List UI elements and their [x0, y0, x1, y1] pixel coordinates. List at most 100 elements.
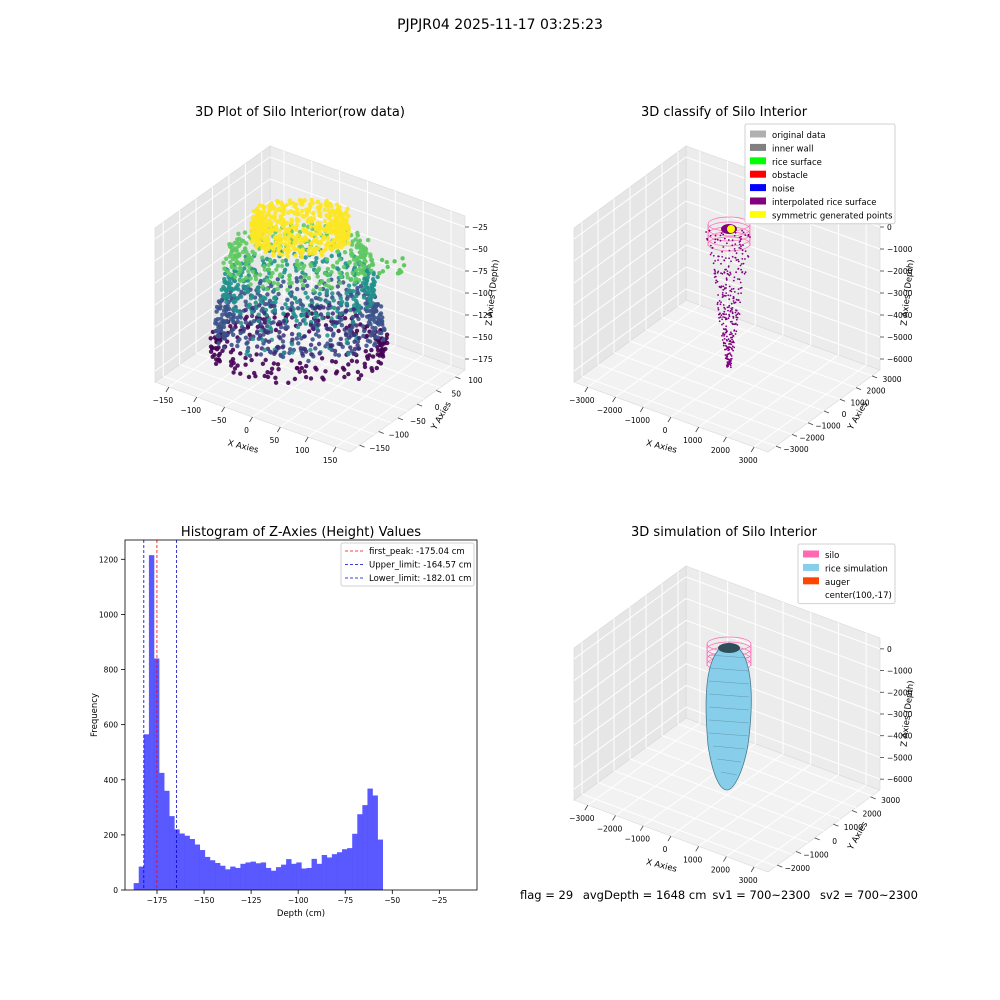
- data-point: [234, 259, 239, 264]
- data-point: [344, 296, 350, 301]
- x-tick: [667, 835, 672, 842]
- data-point: [728, 298, 731, 301]
- data-point: [264, 228, 270, 234]
- data-point: [350, 324, 355, 330]
- data-point: [233, 247, 238, 252]
- data-point: [247, 332, 252, 337]
- data-point: [290, 337, 295, 342]
- x-tick-label: −100: [180, 406, 201, 415]
- data-point: [235, 319, 240, 324]
- legend-label: symmetric generated points: [772, 211, 893, 221]
- data-point: [372, 319, 377, 324]
- data-point: [385, 340, 390, 346]
- data-point: [335, 284, 341, 289]
- data-point: [731, 320, 733, 323]
- data-point: [740, 238, 742, 241]
- data-point: [378, 341, 384, 346]
- z-tick-label: −4000: [887, 732, 913, 741]
- data-point: [313, 346, 318, 351]
- data-point: [308, 322, 314, 328]
- data-point: [300, 213, 305, 219]
- data-point: [384, 260, 389, 265]
- data-point: [296, 266, 302, 271]
- data-point: [269, 370, 274, 376]
- data-point: [254, 220, 259, 226]
- data-point: [294, 217, 300, 222]
- data-point: [295, 366, 300, 371]
- data-point: [224, 307, 230, 312]
- data-point: [713, 268, 716, 271]
- histogram-bar: [265, 867, 272, 890]
- data-point: [268, 274, 274, 279]
- data-point: [235, 315, 240, 320]
- data-point: [739, 264, 742, 267]
- data-point: [273, 380, 279, 385]
- x-tick-label: 2000: [711, 866, 730, 875]
- data-point: [266, 212, 271, 217]
- grid-line: [573, 222, 687, 306]
- data-point: [345, 263, 350, 269]
- data-point: [244, 314, 249, 320]
- y-tick-label: 800: [104, 666, 119, 675]
- data-point: [737, 288, 740, 290]
- data-point: [243, 307, 248, 313]
- data-point: [328, 338, 333, 343]
- data-point: [259, 328, 264, 333]
- data-point: [216, 332, 221, 337]
- data-point: [331, 298, 336, 303]
- y-tick: [436, 390, 442, 393]
- data-point: [274, 267, 279, 272]
- data-point: [721, 256, 724, 258]
- data-point: [739, 287, 742, 289]
- mesh-line: [716, 758, 742, 763]
- data-point: [726, 335, 728, 338]
- data-point: [276, 291, 281, 297]
- data-point: [347, 260, 352, 265]
- legend-label: auger: [825, 578, 850, 588]
- histogram-bar: [306, 867, 312, 890]
- y-tick-label: −150: [369, 444, 390, 453]
- data-point: [324, 288, 330, 293]
- histogram-bar: [230, 866, 236, 890]
- legend-label: center(100,-17): [825, 591, 892, 601]
- data-point: [249, 313, 255, 319]
- data-point: [734, 333, 737, 335]
- data-point: [236, 287, 241, 292]
- symmetric-point: [727, 225, 735, 233]
- histogram-bar: [184, 835, 190, 890]
- x-tick: [695, 426, 700, 433]
- data-point: [705, 231, 707, 233]
- data-point: [228, 260, 233, 265]
- data-point: [335, 260, 340, 265]
- data-point: [714, 281, 717, 284]
- data-point: [722, 304, 725, 306]
- data-point: [385, 264, 390, 270]
- mesh-line: [712, 745, 746, 750]
- data-point: [276, 367, 281, 372]
- histogram-bar: [220, 865, 226, 890]
- data-point: [257, 242, 262, 247]
- data-point: [730, 355, 733, 357]
- chart-title: 3D classify of Silo Interior: [641, 105, 808, 120]
- y-tick: [823, 410, 830, 414]
- histogram-bar: [209, 860, 216, 890]
- data-point: [256, 336, 261, 341]
- data-point: [736, 313, 739, 316]
- data-point: [289, 331, 295, 337]
- grid-line: [573, 178, 687, 262]
- y-tick-label: 1000: [844, 823, 863, 832]
- data-point: [718, 320, 721, 323]
- data-point: [325, 311, 331, 316]
- z-tick-label: 0: [887, 645, 892, 654]
- data-point: [724, 342, 727, 345]
- data-point: [278, 214, 283, 219]
- data-point: [252, 251, 257, 256]
- data-point: [727, 309, 729, 312]
- data-point: [260, 255, 265, 260]
- data-point: [307, 206, 312, 211]
- data-point: [346, 241, 351, 246]
- x-tick: [639, 825, 644, 831]
- data-point: [282, 207, 287, 213]
- data-point: [728, 313, 730, 316]
- data-point: [226, 281, 231, 286]
